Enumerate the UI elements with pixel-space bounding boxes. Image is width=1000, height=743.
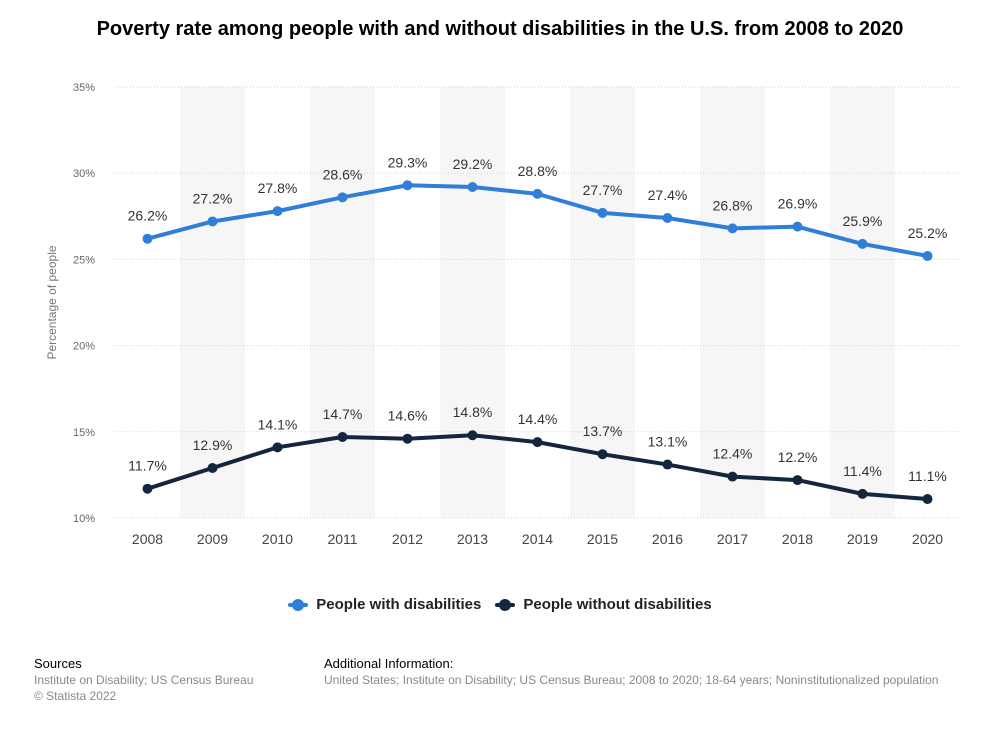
data-label: 14.7% (323, 406, 363, 422)
data-label: 14.4% (518, 411, 558, 427)
column-band (830, 87, 895, 518)
data-label: 12.9% (193, 437, 233, 453)
data-label: 14.8% (453, 404, 493, 420)
data-point (272, 206, 283, 217)
data-point (922, 494, 933, 505)
data-point (272, 442, 283, 453)
sources-block: Sources Institute on Disability; US Cens… (34, 656, 253, 704)
y-tick-label: 35% (73, 82, 95, 94)
x-tick-label: 2020 (912, 531, 943, 547)
legend: People with disabilities People without … (0, 596, 1000, 613)
data-point (597, 449, 608, 460)
column-band (570, 87, 635, 518)
data-label: 26.2% (128, 208, 168, 224)
data-label: 14.6% (388, 408, 428, 424)
additional-info-heading: Additional Information: (324, 656, 454, 671)
y-tick-label: 30% (73, 168, 95, 180)
data-label: 25.9% (843, 213, 883, 229)
x-tick-label: 2018 (782, 531, 813, 547)
line-chart: 10% 15% 20% 25% 30% 35% 2008 2009 2010 2011 2012 20… (45, 82, 960, 547)
data-label: 27.7% (583, 182, 623, 198)
x-tick-label: 2017 (717, 531, 748, 547)
legend-marker-icon (495, 598, 516, 611)
data-point (727, 471, 738, 482)
data-label: 27.4% (648, 187, 688, 203)
data-label: 13.7% (583, 423, 623, 439)
y-tick-label: 10% (73, 513, 95, 525)
legend-label: People with disabilities (316, 596, 482, 613)
x-tick-label: 2013 (457, 531, 488, 547)
data-point (857, 238, 868, 249)
y-tick-label: 20% (73, 341, 95, 353)
data-point (727, 223, 738, 234)
data-label: 11.4% (843, 463, 882, 479)
data-label: 28.8% (518, 163, 558, 179)
data-label: 29.2% (453, 156, 493, 172)
x-tick-label: 2014 (522, 531, 553, 547)
column-band (180, 87, 245, 518)
x-tick-label: 2016 (652, 531, 683, 547)
data-label: 14.1% (258, 416, 298, 432)
column-band (700, 87, 765, 518)
data-point (532, 437, 543, 448)
data-point (662, 213, 673, 224)
data-label: 12.2% (778, 449, 818, 465)
data-point (792, 475, 803, 486)
data-label: 26.8% (713, 197, 753, 213)
data-label: 12.4% (713, 446, 753, 462)
sources-line[interactable]: Institute on Disability; US Census Burea… (34, 673, 254, 687)
legend-item-without-disabilities[interactable]: People without disabilities (495, 596, 712, 613)
sources-heading: Sources (34, 656, 82, 671)
x-tick-label: 2010 (262, 531, 293, 547)
data-point (467, 181, 478, 192)
data-point (337, 192, 348, 203)
chart-title: Poverty rate among people with and witho… (96, 18, 904, 40)
data-point (207, 216, 218, 227)
x-tick-label: 2009 (197, 531, 228, 547)
column-band (440, 87, 505, 518)
data-label: 11.7% (128, 458, 167, 474)
data-point (857, 488, 868, 499)
data-label: 26.9% (778, 196, 818, 212)
data-point (467, 430, 478, 441)
x-tick-label: 2012 (392, 531, 423, 547)
data-point (337, 431, 348, 442)
legend-item-with-disabilities[interactable]: People with disabilities (288, 596, 481, 613)
legend-marker-icon (288, 598, 309, 611)
x-tick-label: 2008 (132, 531, 163, 547)
y-tick-label: 25% (73, 254, 95, 266)
legend-label: People without disabilities (523, 596, 712, 613)
copyright-line: © Statista 2022 (34, 689, 117, 703)
data-label: 25.2% (908, 225, 948, 241)
data-label: 27.2% (193, 190, 233, 206)
additional-info-block: Additional Information: United States; I… (324, 656, 938, 688)
x-tick-label: 2015 (587, 531, 618, 547)
data-label: 11.1% (908, 468, 947, 484)
column-band (310, 87, 375, 518)
data-point (402, 433, 413, 444)
data-label: 29.3% (388, 154, 428, 170)
x-tick-label: 2019 (847, 531, 878, 547)
y-axis-title: Percentage of people (45, 245, 59, 359)
data-point (532, 188, 543, 199)
data-point (142, 233, 153, 244)
y-tick-label: 15% (73, 427, 95, 439)
data-point (662, 459, 673, 470)
data-point (792, 221, 803, 232)
data-label: 27.8% (258, 180, 298, 196)
data-point (402, 180, 413, 191)
data-point (922, 250, 933, 261)
data-point (597, 207, 608, 218)
additional-info-text: United States; Institute on Disability; … (324, 673, 939, 687)
data-point (142, 483, 153, 494)
data-label: 28.6% (323, 166, 363, 182)
data-point (207, 463, 218, 474)
x-tick-label: 2011 (327, 531, 357, 547)
data-label: 13.1% (648, 434, 688, 450)
